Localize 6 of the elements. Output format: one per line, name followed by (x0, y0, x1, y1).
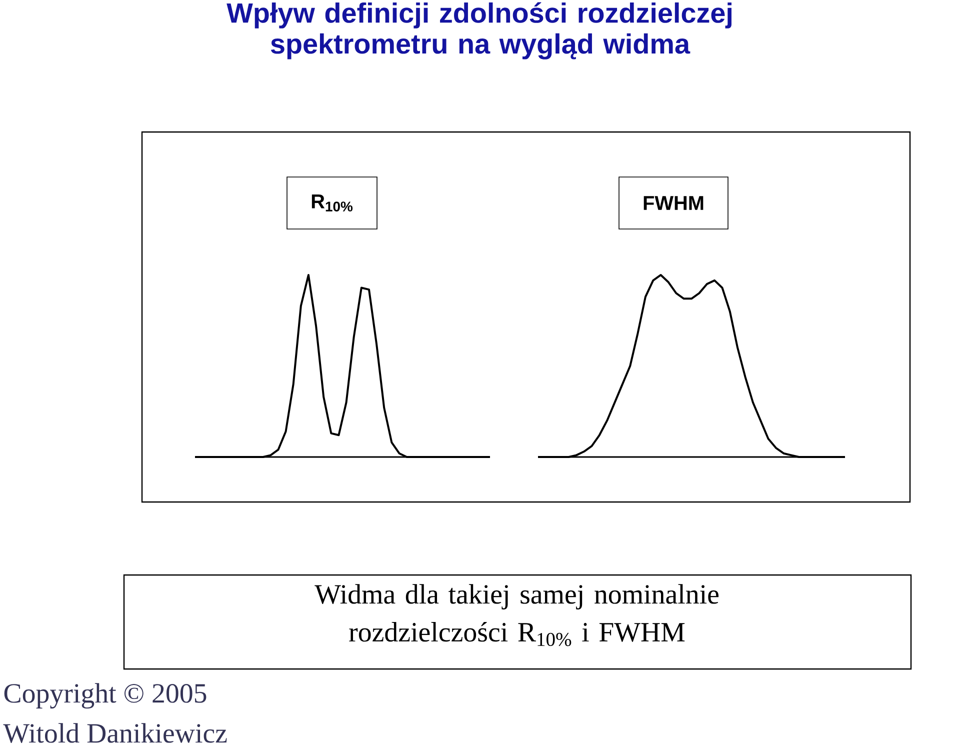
text: Wpływ definicji zdolności rozdzielczej spektrometru na wygląd widma (226, 2, 732, 60)
text: Copyright © 2005 (4, 683, 206, 709)
text: Witold Danikiewicz (3, 723, 227, 743)
text: Widma dla takiej samej nominalnie rozdzielczości R$_{10%}$ i FWHM (314, 584, 718, 646)
chart-title: R$_{10%}$ (312, 194, 353, 212)
chart-title: FWHM (644, 196, 704, 210)
